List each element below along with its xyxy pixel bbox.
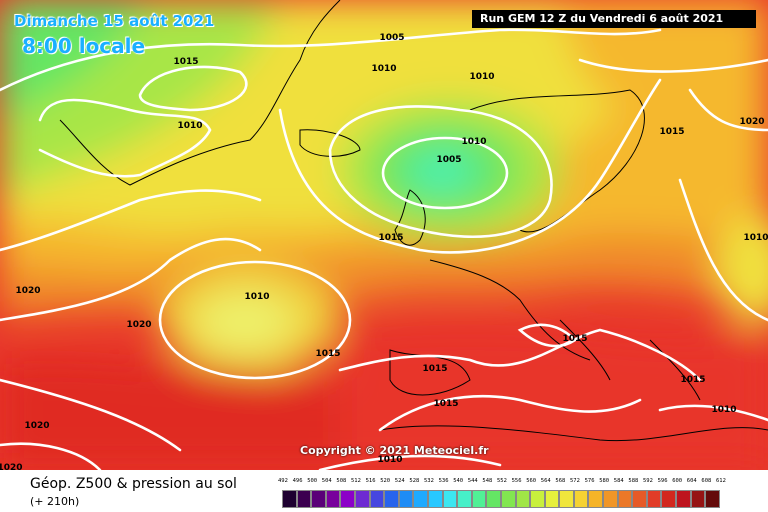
legend-tick: 576: [584, 478, 595, 484]
isobar-label: 1015: [680, 375, 705, 385]
legend-swatch: [340, 490, 355, 508]
legend-tick: 600: [672, 478, 683, 484]
product-title: Géop. Z500 & pression au sol: [30, 476, 237, 492]
legend-tick: 592: [643, 478, 653, 484]
legend-tick: 516: [365, 478, 376, 484]
legend-swatch: [573, 490, 589, 508]
legend-swatch: [413, 490, 428, 508]
legend-swatch: [603, 490, 618, 508]
legend-tick: 540: [453, 478, 464, 484]
isobar-label: 1010: [377, 455, 402, 465]
legend-swatch: [559, 490, 574, 508]
legend-swatch: [486, 490, 501, 508]
copyright: Copyright © 2021 Meteociel.fr: [300, 444, 489, 457]
legend-swatch: [632, 490, 647, 508]
lead-time: (+ 210h): [30, 495, 80, 508]
legend-tick: 572: [570, 478, 580, 484]
isobar-label: 1020: [15, 286, 40, 296]
legend-swatch: [500, 490, 516, 508]
legend-swatch: [530, 490, 545, 508]
legend-swatch: [296, 490, 312, 508]
color-legend: 492 496 500 504 508 512 516 520 524 528 532 536 540 5…: [278, 478, 752, 510]
legend-tick: 528: [409, 478, 420, 484]
valid-date: Dimanche 15 août 2021: [14, 12, 215, 30]
isobar-labels: 1005101010101015101010101005101510201015…: [0, 33, 768, 470]
legend-swatch: [690, 490, 706, 508]
legend-tick: 508: [336, 478, 347, 484]
isobar-label: 1020: [126, 320, 151, 330]
legend-tick: 504: [321, 478, 332, 484]
legend-tick: 580: [599, 478, 610, 484]
legend-swatch: [442, 490, 458, 508]
isobar-label: 1005: [436, 155, 461, 165]
legend-tick: 512: [351, 478, 361, 484]
legend-swatch: [617, 490, 633, 508]
legend-tick: 532: [424, 478, 434, 484]
legend-swatch: [369, 490, 385, 508]
legend-tick: 564: [540, 478, 551, 484]
isobar-label: 1010: [469, 72, 494, 82]
legend-tick: 604: [686, 478, 697, 484]
legend-tick: 588: [628, 478, 639, 484]
legend-tick: 492: [278, 478, 288, 484]
isobar-label: 1015: [173, 57, 198, 67]
legend-swatch: [515, 490, 531, 508]
legend-tick: 608: [701, 478, 712, 484]
legend-tick: 596: [657, 478, 668, 484]
legend-tick: 556: [511, 478, 522, 484]
legend-tick: 500: [307, 478, 318, 484]
legend-swatch: [325, 490, 341, 508]
legend-tick: 552: [497, 478, 507, 484]
legend-tick: 560: [526, 478, 537, 484]
isobar-label: 1005: [379, 33, 404, 43]
legend-swatch: [544, 490, 560, 508]
legend-swatch: [705, 490, 720, 508]
isobar-label: 1020: [0, 463, 23, 470]
isobar-label: 1010: [244, 292, 269, 302]
isobar-label: 1015: [433, 399, 458, 409]
isobar-label: 1020: [24, 421, 49, 431]
legend-tick: 584: [613, 478, 624, 484]
legend-tick: 544: [467, 478, 478, 484]
isobar-label: 1010: [711, 405, 736, 415]
legend-swatch: [282, 490, 297, 508]
isobars: [0, 28, 768, 470]
legend-swatch: [646, 490, 662, 508]
legend-swatches: [282, 490, 720, 508]
isobar-label: 1015: [315, 349, 340, 359]
valid-time: 8:00 locale: [22, 34, 146, 58]
legend-tick: 568: [555, 478, 566, 484]
legend-swatch: [588, 490, 604, 508]
run-info: Run GEM 12 Z du Vendredi 6 août 2021: [472, 10, 756, 28]
legend-tick: 524: [394, 478, 405, 484]
isobar-label: 1015: [659, 127, 684, 137]
legend-tick: 612: [716, 478, 726, 484]
legend-swatch: [354, 490, 370, 508]
legend-swatch: [471, 490, 487, 508]
legend-tick: 496: [292, 478, 303, 484]
isobar-label: 1010: [371, 64, 396, 74]
forecast-map: 1005101010101015101010101005101510201015…: [0, 0, 768, 470]
legend-swatch: [311, 490, 326, 508]
isobar-label: 1015: [562, 334, 587, 344]
isobar-label: 1020: [739, 117, 764, 127]
isobar-label: 1015: [422, 364, 447, 374]
legend-swatch: [398, 490, 414, 508]
legend-swatch: [661, 490, 677, 508]
legend-swatch: [457, 490, 472, 508]
isobar-label: 1010: [743, 233, 768, 243]
isobar-label: 1010: [461, 137, 486, 147]
isobar-label: 1010: [177, 121, 202, 131]
legend-swatch: [676, 490, 691, 508]
legend-tick: 536: [438, 478, 449, 484]
legend-swatch: [427, 490, 443, 508]
legend-tick: 548: [482, 478, 493, 484]
legend-swatch: [384, 490, 399, 508]
isobar-label: 1015: [378, 233, 403, 243]
legend-tick: 520: [380, 478, 391, 484]
footer: Géop. Z500 & pression au sol (+ 210h) 49…: [0, 470, 768, 512]
